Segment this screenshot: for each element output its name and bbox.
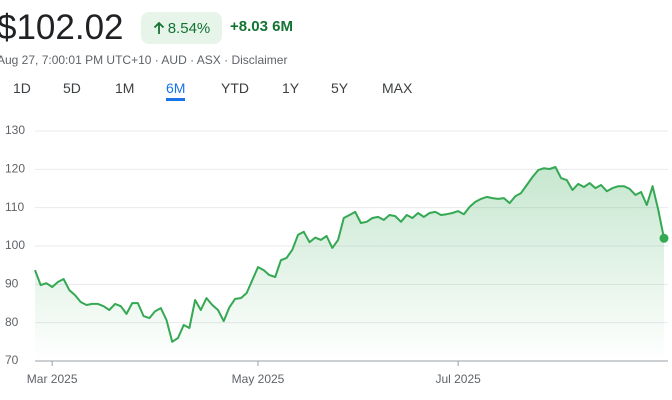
y-tick-label: 90 — [5, 277, 19, 291]
y-tick-label: 100 — [5, 238, 25, 252]
change-percent: 8.54% — [167, 19, 211, 37]
y-tick-label: 80 — [5, 315, 19, 329]
range-tab[interactable]: 1D — [13, 80, 31, 96]
range-tab[interactable]: 5D — [63, 80, 81, 96]
x-tick-label: Jul 2025 — [435, 372, 481, 386]
range-tab[interactable]: YTD — [221, 80, 249, 96]
price-line — [34, 166, 665, 343]
area — [35, 167, 664, 361]
change-pill: 8.54% — [141, 12, 222, 44]
x-tick-label: Mar 2025 — [27, 372, 78, 386]
range-tab[interactable]: 5Y — [331, 80, 349, 96]
price: $102.02 — [0, 8, 124, 47]
range-tab[interactable]: 1M — [115, 80, 135, 96]
x-tick-label: May 2025 — [232, 372, 285, 386]
range-tab[interactable]: 6M — [166, 80, 186, 101]
range-tab[interactable]: MAX — [382, 80, 413, 96]
range-tabs: 1D 5D 1M 6M YTD 1Y 5Y MAX — [0, 80, 672, 104]
up-arrow — [153, 21, 164, 34]
period: 6M — [272, 18, 293, 35]
change: +8.03 6M — [230, 18, 293, 35]
y-tick-label: 70 — [5, 353, 19, 367]
y-tick-label: 130 — [5, 123, 25, 137]
last-point — [659, 233, 669, 243]
change-value: +8.03 — [230, 18, 268, 35]
y-tick-label: 120 — [5, 162, 25, 176]
range-tab[interactable]: 1Y — [282, 80, 300, 96]
subline: Aug 27, 7:00:01 PM UTC+10 · AUD · ASX · … — [0, 53, 288, 67]
y-tick-label: 110 — [5, 200, 24, 214]
